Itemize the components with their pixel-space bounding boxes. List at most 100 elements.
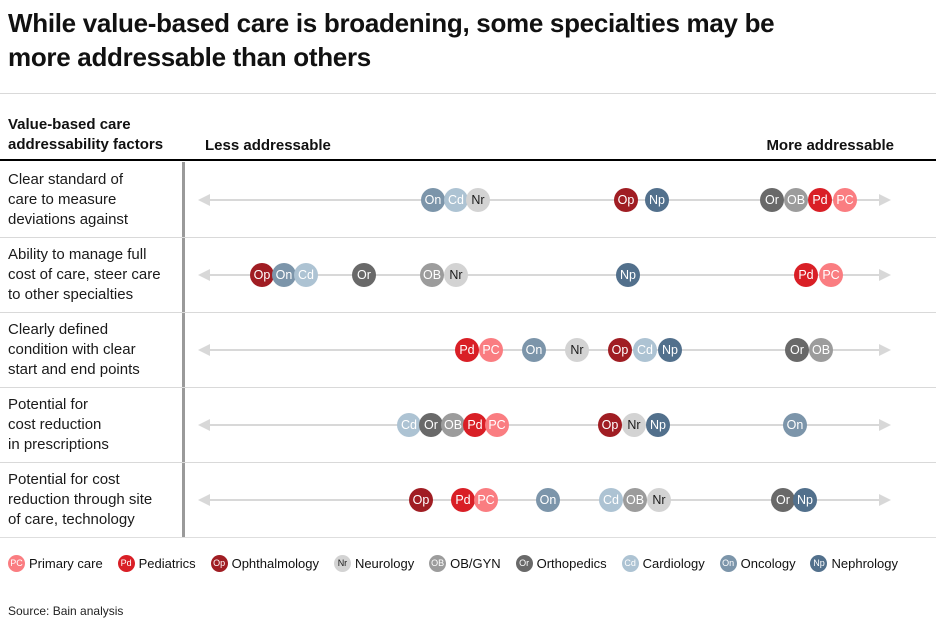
specialty-dot-nr: Nr [622, 412, 646, 437]
factor-label-1: Clear standard of care to measure deviatio… [8, 170, 129, 228]
legend-dot-op: Op [210, 554, 228, 572]
specialty-dot-nr: Nr [466, 187, 490, 212]
factor-row-3: Clearly defined condition with clear start… [0, 312, 936, 387]
specialty-dot-or: Or [785, 337, 809, 362]
specialty-dot-cd: Cd [397, 412, 421, 437]
specialty-dot-pc: PC [819, 262, 843, 287]
row-divider [0, 312, 936, 313]
specialty-dot-pc: PC [485, 412, 509, 437]
specialty-dot-or: Or [419, 412, 443, 437]
axis-vertical-bar [182, 162, 185, 537]
specialty-dot-cd: Cd [294, 262, 318, 287]
specialty-dot-or: Or [760, 187, 784, 212]
legend-item-op: Op Ophthalmology [210, 554, 320, 572]
legend-label-ob: OB/GYN [450, 555, 501, 571]
specialty-dot-pc: PC [479, 337, 503, 362]
chart-bottom-divider [0, 537, 936, 538]
specialty-dot-on: On [536, 487, 560, 512]
specialty-dot-nr: Nr [565, 337, 589, 362]
header-divider [0, 159, 936, 161]
legend-dot-or: Or [515, 554, 533, 572]
legend-dot-ob: OB [429, 554, 447, 572]
specialty-dot-on: On [421, 187, 445, 212]
factor-row-1: Clear standard of care to measure deviatio… [0, 162, 936, 237]
legend-item-pc: PC Primary care [8, 554, 103, 572]
specialty-dot-on: On [522, 337, 546, 362]
arrow-left-icon [198, 193, 210, 206]
legend-label-op: Ophthalmology [231, 555, 320, 571]
factor-label-2: Ability to manage full cost of care, stee… [8, 245, 161, 303]
chart-title-line-1: While value-based care is broadening, so… [8, 8, 775, 38]
specialty-dot-ob: OB [809, 337, 833, 362]
specialty-dot-ob: OB [441, 412, 465, 437]
specialty-dot-or: Or [352, 262, 376, 287]
specialty-dot-op: Op [608, 337, 632, 362]
specialty-dot-cd: Cd [599, 487, 623, 512]
factor-row-2: Ability to manage full cost of care, stee… [0, 237, 936, 312]
column-header-factors-line-1: Value-based care [8, 116, 131, 133]
specialty-dot-ob: OB [784, 187, 808, 212]
row-divider [0, 237, 936, 238]
legend-label-np: Nephrology [831, 555, 898, 571]
specialty-dot-pc: PC [833, 187, 857, 212]
specialty-dot-nr: Nr [647, 487, 671, 512]
axis-arrow-line [207, 273, 879, 276]
specialty-dot-pd: Pd [808, 187, 832, 212]
legend-dot-pd: Pd [117, 554, 135, 572]
arrow-left-icon [198, 343, 210, 356]
specialty-dot-ob: OB [623, 487, 647, 512]
legend-label-pd: Pediatrics [138, 555, 196, 571]
specialty-dot-pd: Pd [463, 412, 487, 437]
factor-label-4: Potential for cost reduction in prescripti… [8, 395, 109, 453]
specialty-dot-np: Np [646, 412, 670, 437]
legend-item-np: Np Nephrology [810, 554, 898, 572]
arrow-left-icon [198, 493, 210, 506]
legend-dot-np: Np [810, 554, 828, 572]
column-header-more-addressable: More addressable [766, 137, 894, 154]
factor-row-4: Potential for cost reduction in prescripti… [0, 387, 936, 462]
specialty-dot-on: On [783, 412, 807, 437]
specialty-dot-nr: Nr [444, 262, 468, 287]
legend-label-on: Oncology [740, 555, 796, 571]
legend-item-cd: Cd Cardiology [621, 554, 705, 572]
specialty-dot-op: Op [598, 412, 622, 437]
arrow-left-icon [198, 268, 210, 281]
specialty-dot-pc: PC [474, 487, 498, 512]
legend-item-or: Or Orthopedics [515, 554, 607, 572]
source-note: Source: Bain analysis [8, 604, 124, 618]
specialty-dot-pd: Pd [451, 487, 475, 512]
factor-label-5: Potential for cost reduction through site… [8, 470, 153, 528]
specialty-dot-cd: Cd [633, 337, 657, 362]
legend-item-pd: Pd Pediatrics [117, 554, 196, 572]
specialty-dot-on: On [272, 262, 296, 287]
specialty-dot-op: Op [250, 262, 274, 287]
row-divider [0, 462, 936, 463]
title-divider [0, 93, 936, 94]
column-header-factors: Value-based care addressability factors [8, 115, 163, 155]
legend: PC Primary care Pd Pediatrics Op Ophthalmolog… [8, 551, 898, 575]
legend-dot-pc: PC [8, 554, 25, 572]
legend-label-or: Orthopedics [536, 555, 607, 571]
legend-dot-cd: Cd [621, 554, 639, 572]
specialty-dot-cd: Cd [444, 187, 468, 212]
specialty-dot-np: Np [658, 337, 682, 362]
chart-title-line-2: more addressable than others [8, 42, 371, 72]
legend-item-on: On Oncology [719, 554, 796, 572]
chart-title: While value-based care is broadening, so… [8, 6, 775, 74]
specialty-dot-np: Np [616, 262, 640, 287]
arrow-right-icon [879, 493, 891, 506]
factor-label-3: Clearly defined condition with clear start… [8, 320, 140, 378]
axis-arrow-line [207, 423, 879, 426]
specialty-dot-op: Op [409, 487, 433, 512]
specialty-dot-or: Or [771, 487, 795, 512]
column-header-factors-line-2: addressability factors [8, 136, 164, 153]
column-header-less-addressable: Less addressable [205, 137, 331, 154]
arrow-right-icon [879, 343, 891, 356]
specialty-dot-np: Np [645, 187, 669, 212]
legend-label-pc: Primary care [29, 555, 103, 571]
arrow-left-icon [198, 418, 210, 431]
specialty-dot-pd: Pd [455, 337, 479, 362]
legend-dot-nr: Nr [333, 554, 351, 572]
factor-row-5: Potential for cost reduction through site… [0, 462, 936, 537]
